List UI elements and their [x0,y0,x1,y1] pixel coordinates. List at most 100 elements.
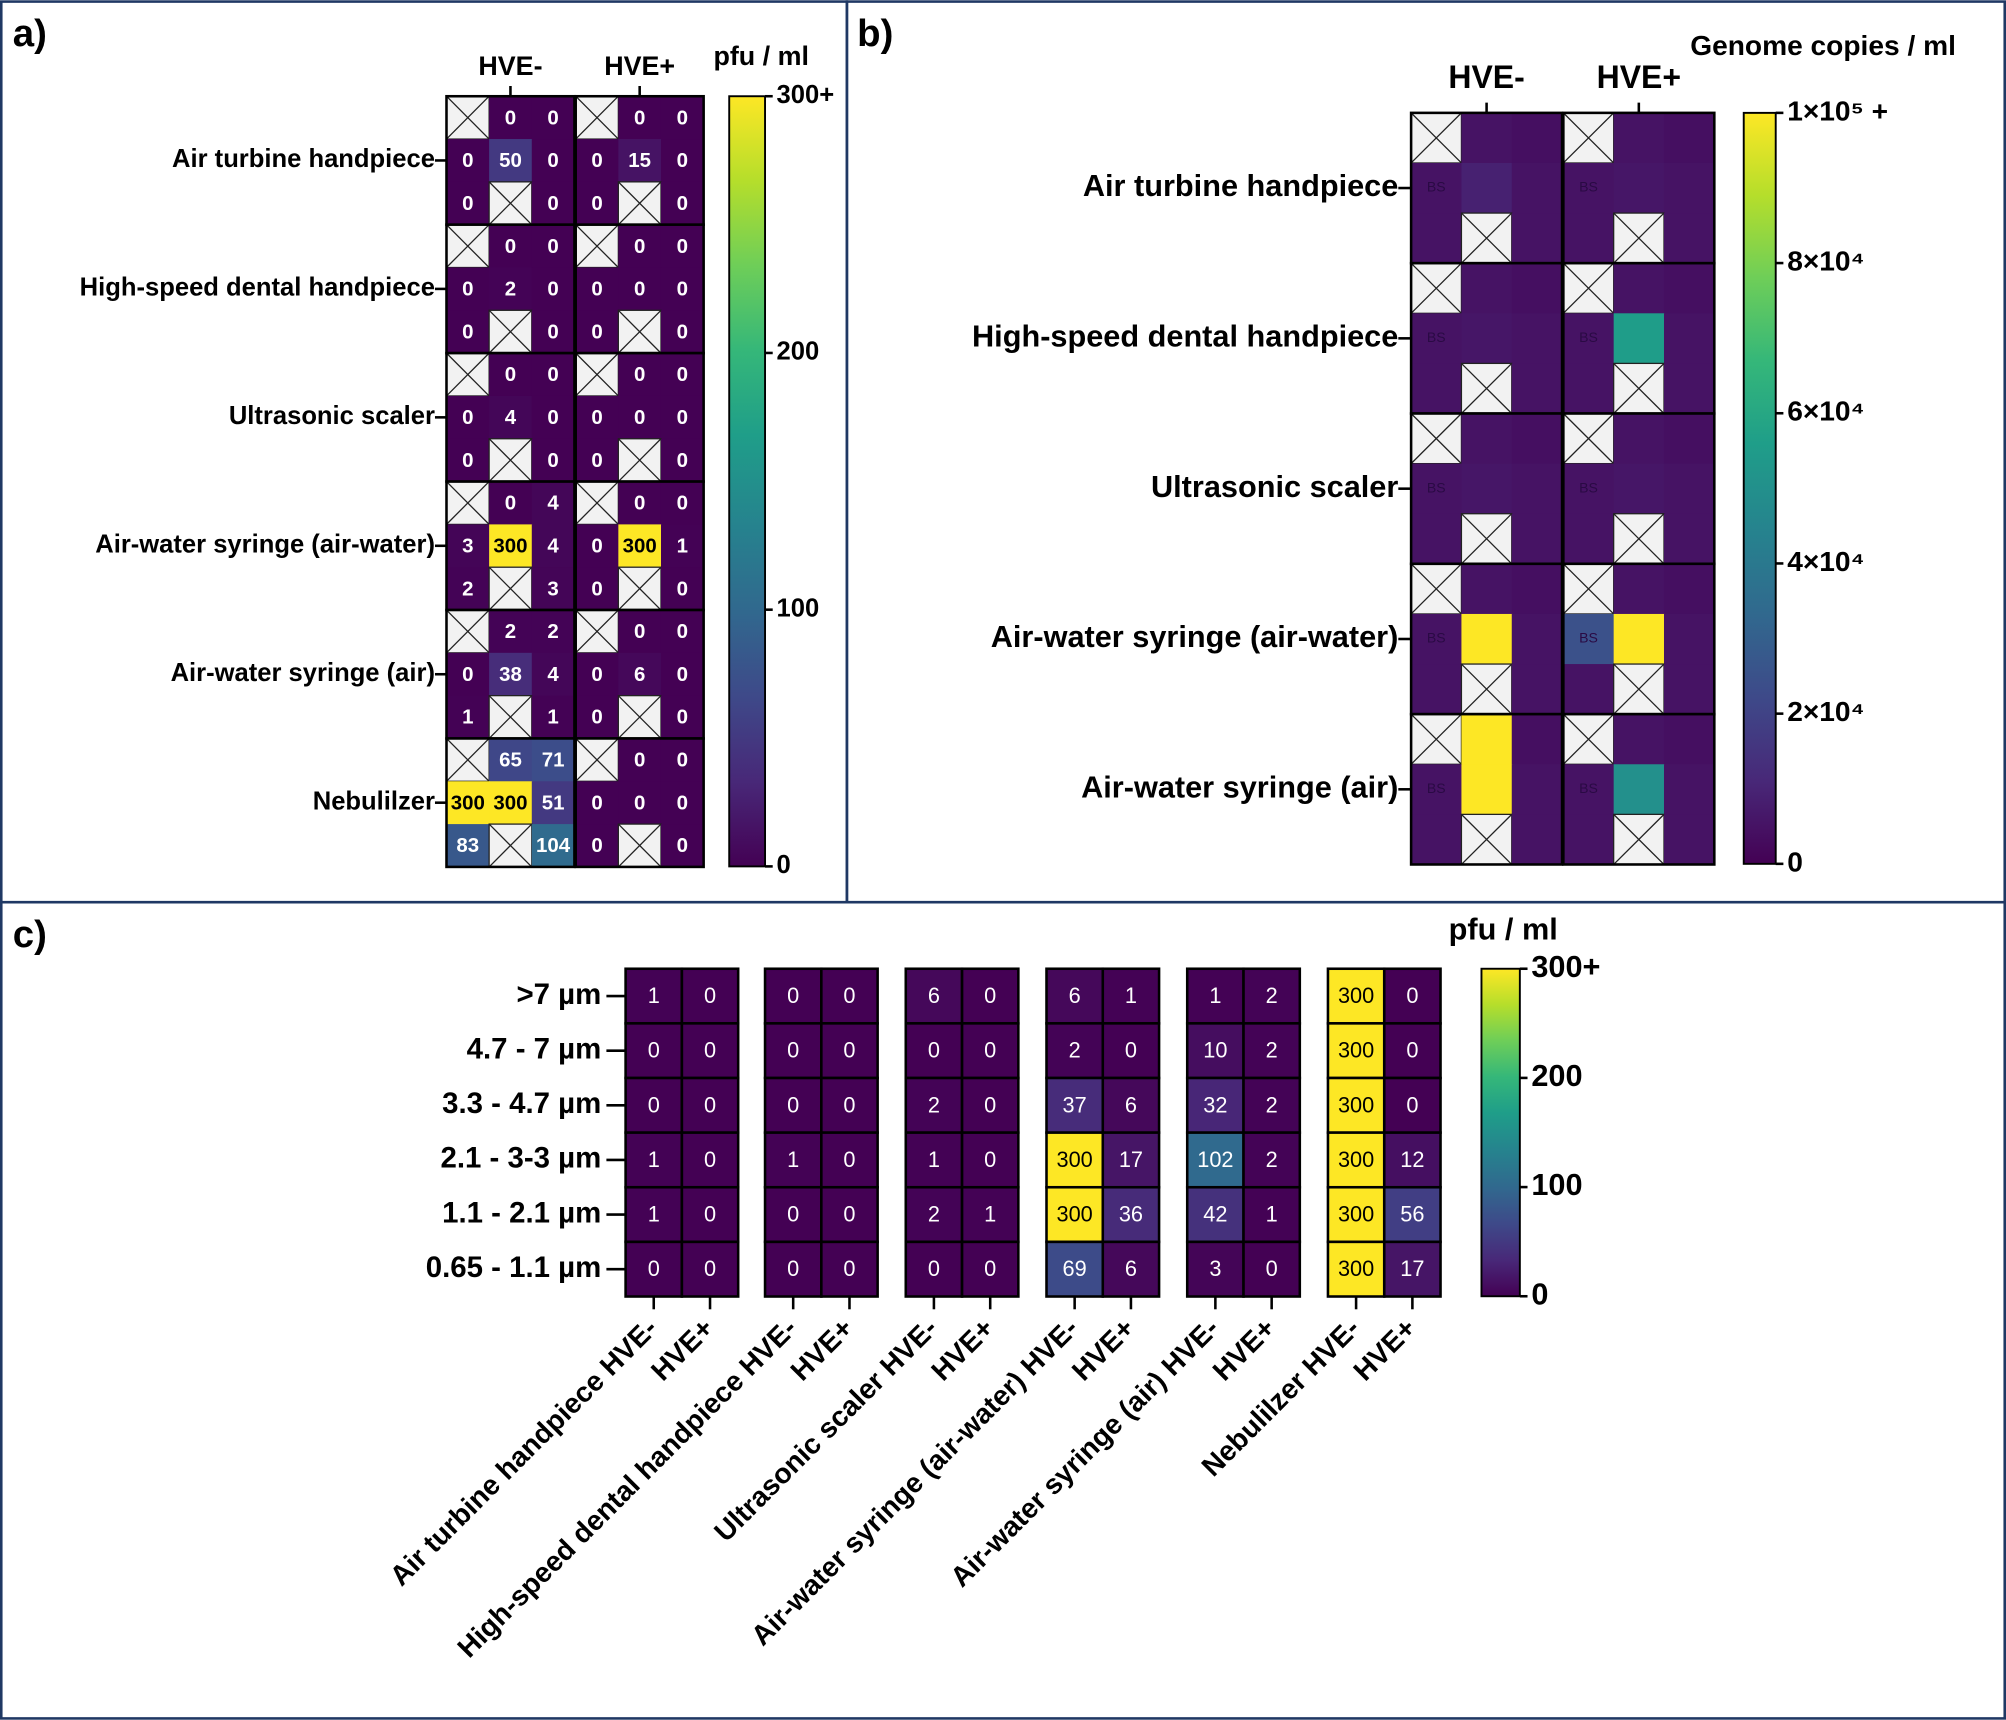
cell-value: 300 [1338,1202,1374,1227]
cell-value: 56 [1400,1202,1424,1227]
cell-value: 300 [1338,1038,1374,1063]
panel-label: a) [13,12,47,55]
row-label: 1.1 - 2.1 µm [442,1196,601,1229]
empty-cell-cross [617,438,662,483]
cell-value: 0 [505,492,516,515]
empty-cell-cross [1460,212,1513,264]
cell-value: 0 [704,1092,716,1117]
cell [1613,263,1665,314]
cell [1663,814,1715,866]
cell [763,1131,823,1189]
empty-cell-cross [446,352,490,397]
cell-value: 71 [542,749,565,772]
cell [446,310,490,354]
cell-value: 0 [677,834,688,857]
cell [1563,213,1615,264]
cell-value: 0 [843,1092,855,1117]
cell-value: 0 [843,983,855,1008]
cell [575,652,619,697]
cell [531,139,576,183]
cell [1511,313,1563,365]
cell [1382,1076,1442,1134]
cell-value: 0 [547,106,558,129]
cell [660,267,705,311]
cell [1242,1240,1302,1298]
cell [1382,1240,1442,1298]
cell [489,267,533,311]
colorbar-tick-label: 200 [1531,1058,1582,1093]
cell [660,567,705,611]
cell [1242,967,1302,1025]
row-label: Nebulilzer [313,787,435,815]
row-label: High-speed dental handpiece [972,318,1398,353]
cell [680,967,740,1025]
cell [960,1131,1020,1189]
cell [1613,313,1665,365]
colorbar-tick-label: 200 [777,338,820,366]
cell-value: 0 [677,706,688,729]
empty-cell-cross [488,823,533,868]
cell-text: BS [1579,479,1598,495]
cell [1663,513,1715,565]
colorbar-tick-label: 2×10⁴ [1787,696,1864,727]
cell-value: 0 [547,449,558,472]
cell [1411,162,1463,214]
cell [531,353,576,397]
cell-value: 300 [451,791,485,814]
cell [820,1022,879,1080]
row-label: High-speed dental handpiece [80,274,435,302]
cell-value: 0 [984,1038,996,1063]
cell-text: BS [1579,179,1598,195]
cell [1511,213,1563,264]
row-label: Air-water syringe (air-water) [991,619,1399,654]
cell [575,310,619,354]
cell-value: 2 [1266,1038,1278,1063]
empty-cell-cross [1460,513,1513,565]
cell [575,567,619,611]
cell-value: 65 [499,749,522,772]
cell [489,610,533,654]
empty-cell-cross [1410,563,1462,615]
empty-cell-cross [1613,362,1665,414]
cell [660,310,705,354]
cell [1185,1240,1245,1298]
cell-value: 6 [1125,1256,1137,1281]
cell [446,524,490,568]
cell-value: 32 [1203,1092,1227,1117]
cell [575,395,619,440]
cell [1101,1240,1161,1298]
cell-value: 0 [984,1147,996,1172]
block-outline [574,737,705,869]
colorbar-tick-label: 4×10⁴ [1787,546,1864,577]
empty-cell-cross [1613,663,1665,715]
cell [531,310,576,354]
cell [680,1022,740,1080]
colorbar [728,95,767,868]
cell-value: 0 [677,320,688,343]
cell-value: 17 [1119,1147,1143,1172]
colorbar [1480,967,1521,1298]
empty-cell-cross [1562,112,1615,164]
cell-text: BS [1579,630,1598,646]
cell-value: 0 [634,278,645,301]
cell [1563,764,1615,816]
cell-value: 300 [1338,983,1374,1008]
cell [660,610,705,654]
cell [618,610,662,654]
cell-value: 0 [677,406,688,429]
cell [660,181,705,226]
cell-value: 0 [591,706,602,729]
cell [1663,363,1715,415]
cell-value: 69 [1063,1256,1087,1281]
cell [1045,1131,1105,1189]
cell-value: 0 [928,1256,940,1281]
cell-text: BS [1579,329,1598,345]
cell-value: 1 [1266,1202,1278,1227]
cell-value: 2 [928,1092,940,1117]
cell-text: BS [1427,780,1446,796]
cell [618,781,662,825]
cell-value: 0 [677,235,688,258]
cell-value: 0 [591,834,602,857]
cell [904,1022,964,1080]
cell-value: 0 [462,663,473,686]
